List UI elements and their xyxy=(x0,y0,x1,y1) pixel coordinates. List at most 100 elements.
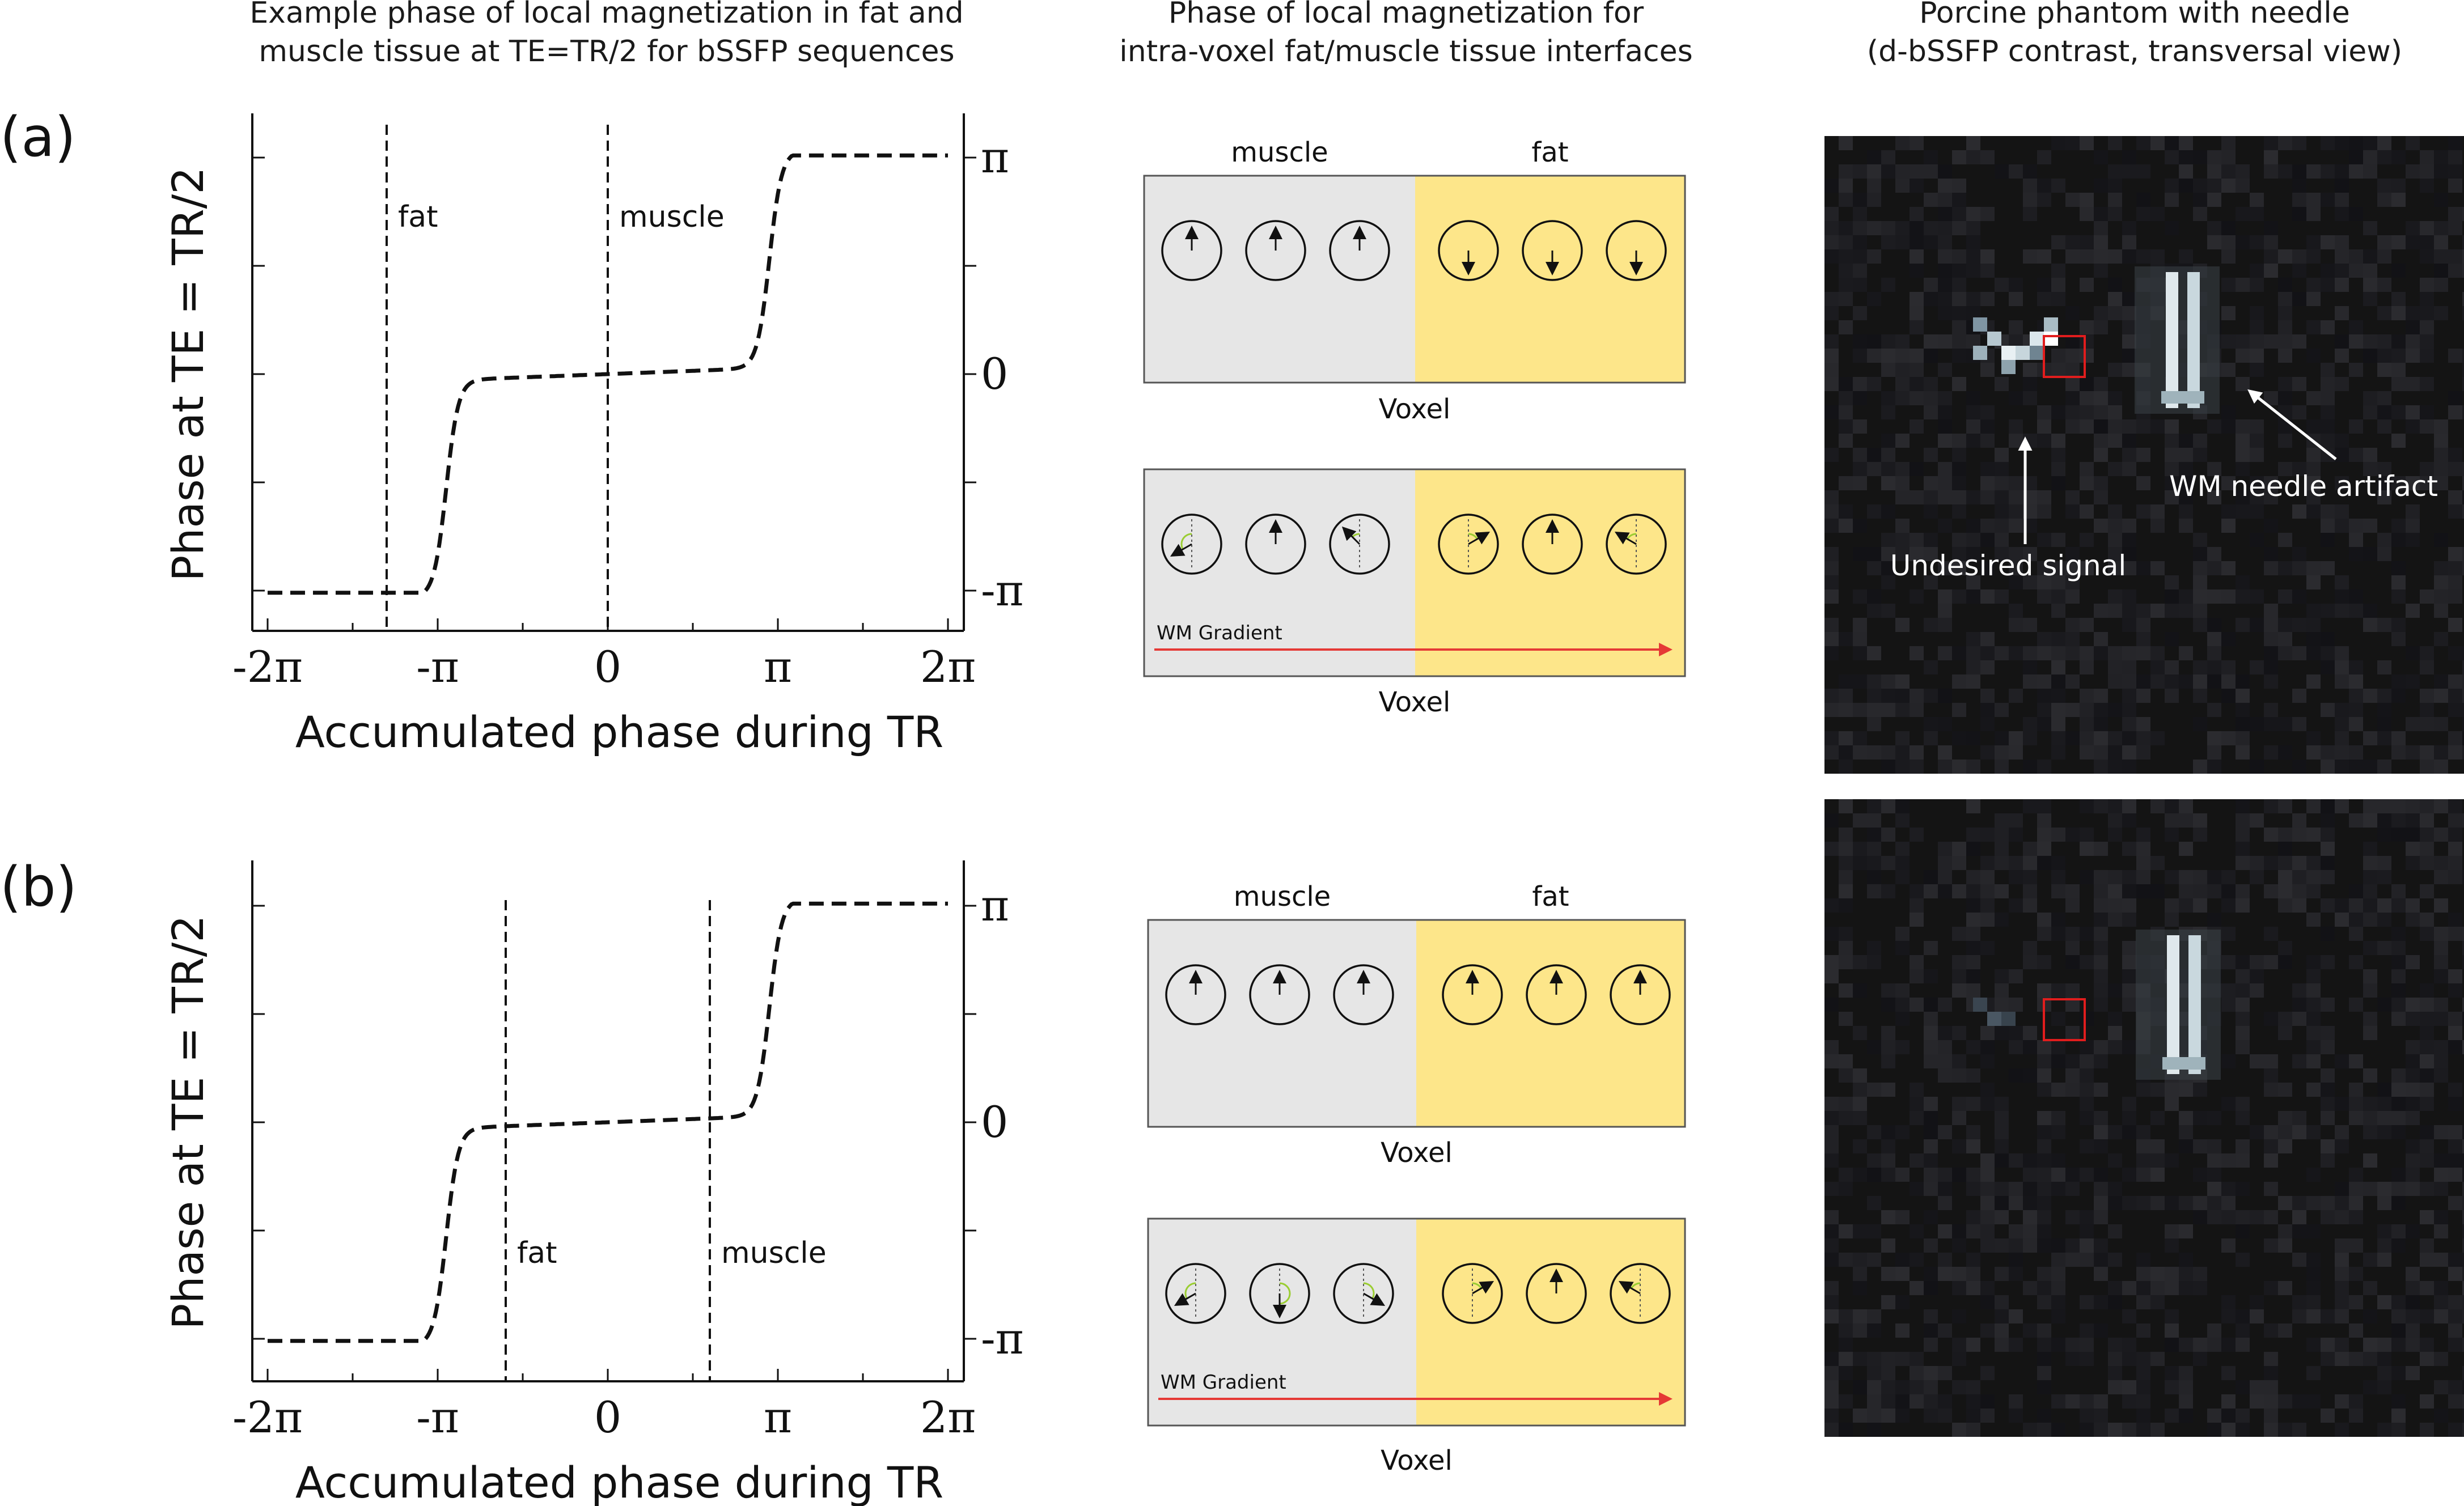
noise-pixel xyxy=(2434,1281,2448,1295)
noise-pixel xyxy=(2363,1309,2377,1323)
noise-pixel xyxy=(2108,278,2122,292)
noise-pixel xyxy=(2335,193,2349,207)
noise-pixel xyxy=(2391,955,2406,969)
noise-pixel xyxy=(2221,278,2236,292)
noise-pixel xyxy=(1881,1394,1895,1409)
noise-pixel xyxy=(2009,476,2023,490)
noise-pixel xyxy=(2335,1054,2349,1068)
noise-pixel xyxy=(1952,377,1966,391)
noise-pixel xyxy=(2448,983,2462,998)
spin xyxy=(1161,514,1222,575)
noise-pixel xyxy=(2094,842,2108,856)
noise-pixel xyxy=(2094,955,2108,969)
noise-pixel xyxy=(2391,884,2406,898)
noise-pixel xyxy=(2094,1238,2108,1253)
noise-pixel xyxy=(2462,1238,2464,1253)
noise-pixel xyxy=(1952,1068,1966,1083)
noise-pixel xyxy=(2306,575,2321,589)
spin xyxy=(1610,964,1671,1025)
noise-pixel xyxy=(2306,1054,2321,1068)
noise-pixel xyxy=(2363,292,2377,306)
noise-pixel xyxy=(2009,1224,2023,1238)
noise-pixel xyxy=(2009,1238,2023,1253)
noise-pixel xyxy=(1881,1409,1895,1423)
noise-pixel xyxy=(1824,405,1839,419)
noise-pixel xyxy=(2080,870,2094,884)
noise-pixel xyxy=(2094,898,2108,913)
noise-pixel xyxy=(1952,490,1966,504)
noise-pixel xyxy=(2264,1125,2278,1139)
artifact-bar-right xyxy=(2188,935,2201,1074)
noise-pixel xyxy=(1824,504,1839,519)
noise-pixel xyxy=(2023,1068,2037,1083)
noise-pixel xyxy=(2391,828,2406,842)
noise-pixel xyxy=(1853,1224,1867,1238)
noise-pixel xyxy=(2207,561,2221,575)
noise-pixel xyxy=(2221,504,2236,519)
noise-pixel xyxy=(2335,898,2349,913)
noise-pixel xyxy=(2065,136,2080,150)
noise-pixel xyxy=(2434,575,2448,589)
noise-pixel xyxy=(2335,377,2349,391)
noise-pixel xyxy=(2065,1083,2080,1097)
noise-pixel xyxy=(2023,1153,2037,1168)
noise-pixel xyxy=(2179,1224,2193,1238)
noise-pixel xyxy=(1824,955,1839,969)
noise-pixel xyxy=(2023,249,2037,264)
noise-pixel xyxy=(2306,193,2321,207)
roi-box xyxy=(2043,998,2086,1041)
noise-pixel xyxy=(2051,589,2065,604)
noise-pixel xyxy=(2236,1409,2250,1423)
noise-pixel xyxy=(2179,1409,2193,1423)
noise-pixel xyxy=(2363,1026,2377,1040)
noise-pixel xyxy=(2349,927,2363,941)
noise-pixel xyxy=(1853,235,1867,249)
noise-pixel xyxy=(2250,760,2264,774)
noise-pixel xyxy=(2306,1224,2321,1238)
noise-pixel xyxy=(1895,1409,1910,1423)
noise-pixel xyxy=(2377,856,2391,870)
noise-pixel xyxy=(1966,842,1980,856)
noise-pixel xyxy=(2292,1210,2306,1224)
noise-pixel xyxy=(2094,689,2108,703)
noise-pixel xyxy=(2406,136,2420,150)
noise-pixel xyxy=(2122,249,2136,264)
noise-pixel xyxy=(2037,589,2051,604)
noise-pixel xyxy=(2193,1083,2207,1097)
noise-pixel xyxy=(2321,264,2335,278)
noise-pixel xyxy=(2448,221,2462,235)
noise-pixel xyxy=(2321,1040,2335,1054)
noise-pixel xyxy=(2136,419,2150,434)
noise-pixel xyxy=(1938,334,1952,349)
voxel-header-muscle: muscle xyxy=(1231,137,1328,168)
noise-pixel xyxy=(2448,1012,2462,1026)
y-axis-title: Phase at TE = TR/2 xyxy=(163,167,213,581)
noise-pixel xyxy=(2221,1366,2236,1380)
noise-pixel xyxy=(2150,419,2165,434)
noise-pixel xyxy=(2434,1309,2448,1323)
noise-pixel xyxy=(2122,731,2136,745)
noise-pixel xyxy=(2462,235,2464,249)
noise-pixel xyxy=(1853,278,1867,292)
noise-pixel xyxy=(2094,1253,2108,1267)
noise-pixel xyxy=(2037,249,2051,264)
noise-pixel xyxy=(2321,1153,2335,1168)
noise-pixel xyxy=(2165,828,2179,842)
noise-pixel xyxy=(1995,589,2009,604)
noise-pixel xyxy=(1824,1182,1839,1196)
noise-pixel xyxy=(2094,476,2108,490)
noise-pixel xyxy=(1952,448,1966,462)
noise-pixel xyxy=(1824,703,1839,717)
noise-pixel xyxy=(2250,419,2264,434)
noise-pixel xyxy=(1839,1352,1853,1366)
noise-pixel xyxy=(2448,249,2462,264)
noise-pixel xyxy=(2377,391,2391,405)
noise-pixel xyxy=(1824,1125,1839,1139)
noise-pixel xyxy=(1995,998,2009,1012)
noise-pixel xyxy=(2420,799,2434,813)
noise-pixel xyxy=(2264,249,2278,264)
noise-pixel xyxy=(2122,955,2136,969)
noise-pixel xyxy=(2037,646,2051,660)
noise-pixel xyxy=(2434,1409,2448,1423)
